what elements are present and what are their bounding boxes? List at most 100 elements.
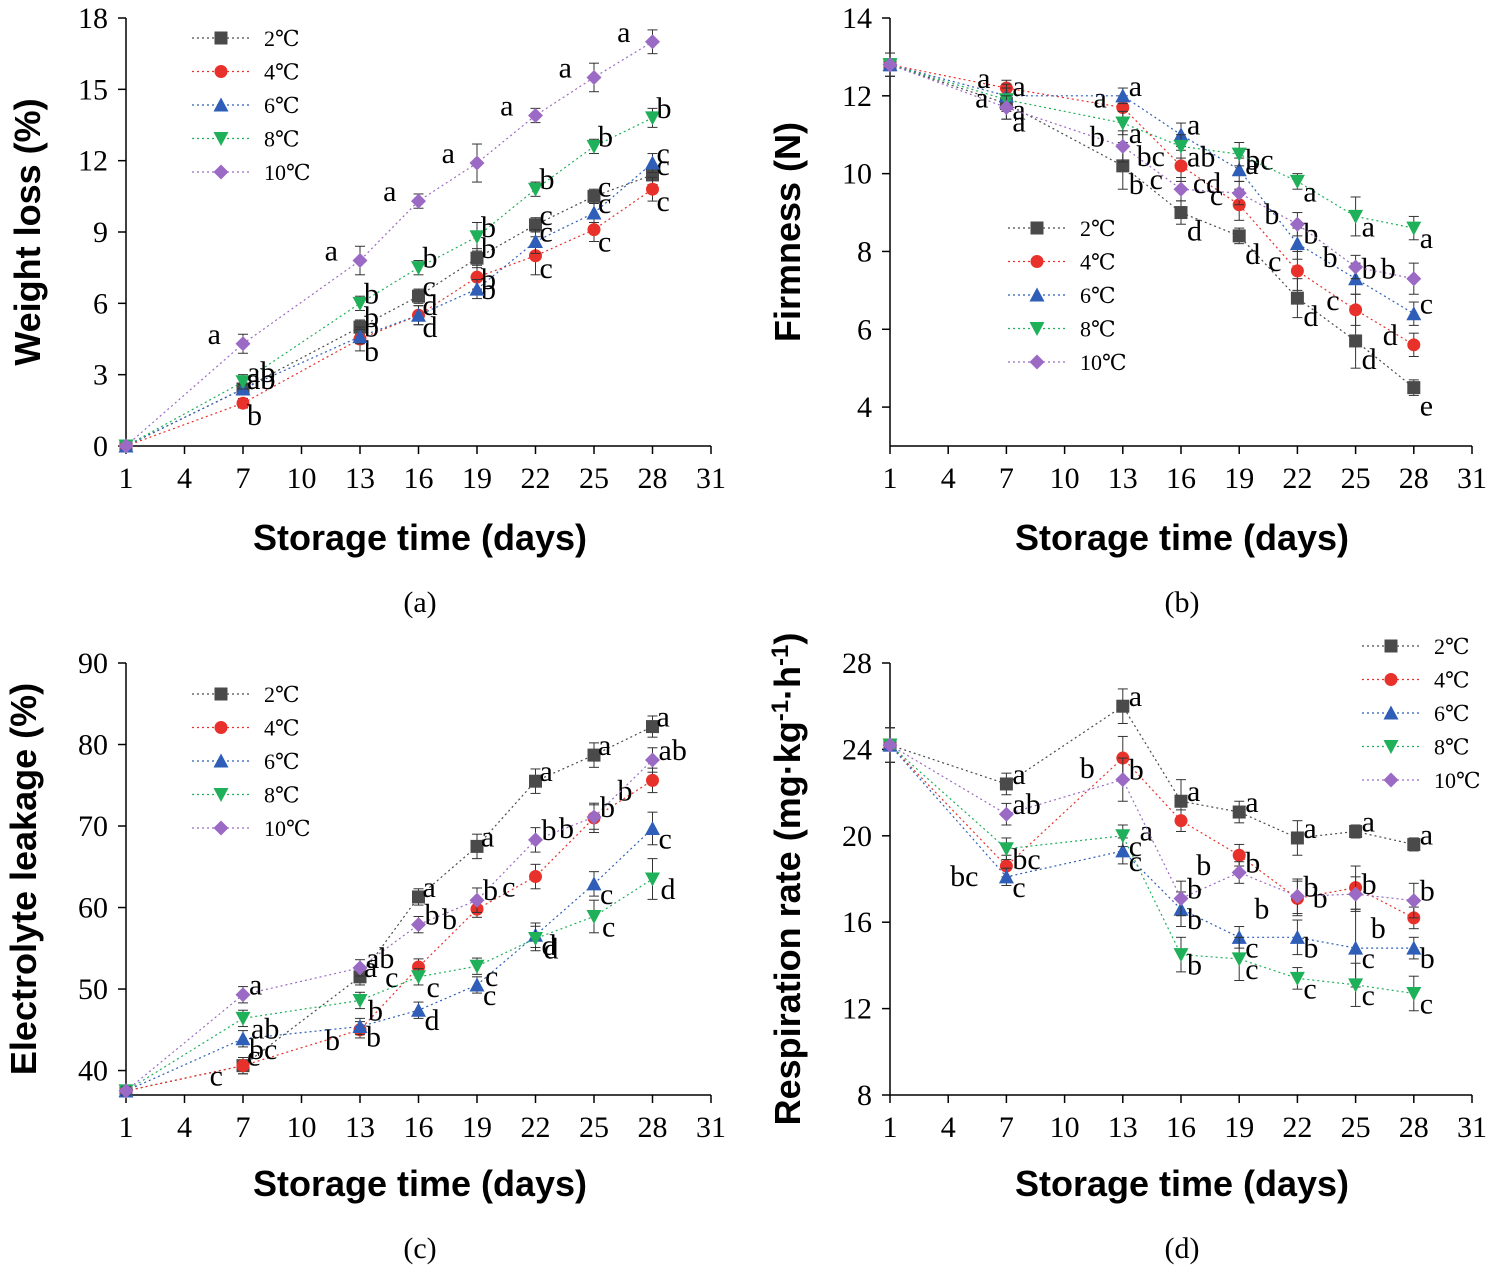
- data-point: [352, 253, 368, 269]
- data-point: [352, 960, 368, 976]
- legend-marker: [214, 65, 228, 78]
- legend-marker: [213, 132, 229, 146]
- significance-letter: b: [1313, 882, 1328, 915]
- significance-letter: bc: [249, 1033, 277, 1066]
- x-tick-label: 13: [1108, 462, 1138, 495]
- significance-letter: b: [1245, 847, 1260, 880]
- significance-letter: a: [1187, 109, 1200, 142]
- legend-marker: [1030, 221, 1044, 235]
- legend: 2℃ 4℃ 6℃ 8℃ 10℃: [1362, 634, 1481, 793]
- legend-marker: [1384, 673, 1398, 686]
- legend-label: 2℃: [1434, 634, 1470, 659]
- data-point: [469, 155, 485, 171]
- y-tick-label: 24: [842, 733, 872, 766]
- y-tick-label: 12: [842, 993, 872, 1026]
- significance-letter: c: [1420, 987, 1433, 1020]
- significance-letter: a: [325, 235, 338, 268]
- data-point: [1348, 940, 1364, 955]
- data-point: [1174, 206, 1188, 220]
- data-point: [470, 251, 484, 265]
- legend-marker: [213, 753, 229, 768]
- y-tick-label: 0: [93, 430, 108, 463]
- data-point: [1348, 209, 1364, 224]
- significance-letter: d: [1383, 319, 1398, 352]
- significance-letter: c: [210, 1060, 223, 1093]
- data-point: [998, 869, 1014, 884]
- significance-letter: ab: [247, 363, 275, 396]
- x-tick-label: 19: [462, 462, 492, 495]
- data-point: [1173, 181, 1189, 197]
- significance-letter: a: [1129, 680, 1142, 713]
- y-axis-title: Weight loss (%): [7, 98, 48, 365]
- legend-marker: [1383, 740, 1399, 754]
- data-point: [469, 281, 485, 296]
- x-tick-label: 31: [1457, 462, 1487, 495]
- significance-letter: c: [483, 979, 496, 1012]
- x-tick-label: 19: [1224, 1111, 1254, 1144]
- significance-letter: d: [1303, 300, 1318, 333]
- series-line: [889, 64, 1415, 389]
- y-tick-label: 80: [78, 729, 108, 762]
- data-point: [1116, 159, 1130, 173]
- significance-letter: b: [1129, 754, 1144, 787]
- x-tick-label: 1: [119, 1111, 134, 1144]
- significance-letter: c: [598, 226, 611, 259]
- y-tick-label: 3: [93, 359, 108, 392]
- significance-letter: c: [657, 185, 670, 218]
- data-point: [529, 249, 542, 263]
- data-point: [1231, 865, 1247, 881]
- series-line: [125, 117, 653, 447]
- significance-letter: a: [1420, 222, 1433, 255]
- significance-letter: b: [364, 277, 379, 310]
- significance-letter: c: [423, 270, 436, 303]
- data-point: [411, 970, 426, 985]
- significance-letter: a: [977, 62, 990, 95]
- significance-letter: c: [1326, 284, 1339, 317]
- y-tick-label: 60: [78, 892, 108, 925]
- significance-letter: a: [249, 969, 262, 1002]
- series-0: a a a a a a a: [883, 680, 1433, 856]
- legend-marker: [213, 788, 229, 802]
- data-point: [1115, 843, 1131, 858]
- y-tick-label: 8: [857, 1079, 872, 1112]
- x-tick-label: 10: [287, 1111, 317, 1144]
- significance-letter: c: [1245, 931, 1258, 964]
- x-tick-label: 22: [521, 462, 551, 495]
- significance-letter: a: [1012, 94, 1025, 127]
- y-tick-label: 6: [857, 313, 872, 346]
- significance-letter: b: [481, 263, 496, 296]
- significance-letter: a: [1303, 812, 1316, 845]
- legend-label: 4℃: [1434, 668, 1470, 693]
- significance-letter: c: [1362, 942, 1375, 975]
- significance-letter: c: [1245, 953, 1258, 986]
- significance-letter: a: [1129, 70, 1142, 103]
- significance-letter: b: [366, 1021, 381, 1054]
- significance-letter: a: [1012, 106, 1025, 139]
- data-point: [1406, 221, 1422, 236]
- data-point: [1290, 291, 1304, 305]
- significance-letter: a: [364, 951, 377, 984]
- data-point: [645, 111, 660, 126]
- data-point: [411, 307, 426, 322]
- significance-letter: a: [442, 137, 455, 170]
- data-point: [998, 99, 1014, 115]
- data-point: [999, 859, 1013, 873]
- x-tick-label: 1: [883, 1111, 898, 1144]
- legend-marker: [1384, 639, 1398, 653]
- series-line: [125, 759, 653, 1092]
- data-point: [1231, 185, 1247, 201]
- data-point: [1348, 886, 1364, 902]
- x-tick-label: 19: [1224, 462, 1254, 495]
- significance-letter: a: [617, 16, 630, 49]
- y-axis-title: Firmness (N): [767, 122, 808, 342]
- legend: 2℃ 4℃ 6℃ 8℃ 10℃: [192, 682, 311, 841]
- data-point: [1174, 159, 1188, 173]
- data-point: [1115, 772, 1131, 788]
- significance-letter: c: [1303, 972, 1316, 1005]
- significance-letter: a: [1245, 148, 1258, 181]
